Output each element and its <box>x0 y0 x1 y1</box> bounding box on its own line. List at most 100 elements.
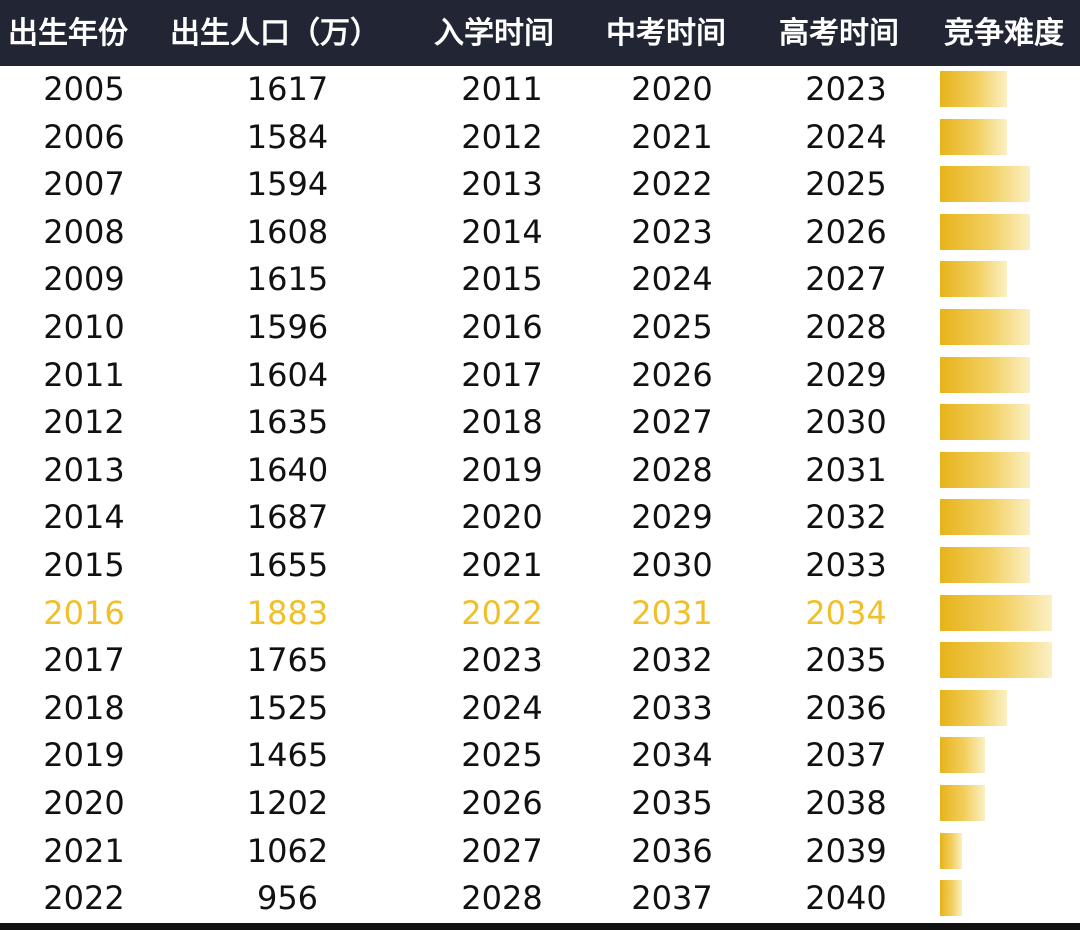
difficulty-bar <box>940 689 1007 726</box>
cell-school-year: 2013 <box>461 165 543 204</box>
header-birth-year: 出生年份 <box>8 16 128 51</box>
cell-gaokao-year: 2039 <box>805 831 887 870</box>
header-gaokao-year: 高考时间 <box>779 16 899 51</box>
cell-population: 1604 <box>246 355 329 394</box>
difficulty-bar <box>940 309 1030 345</box>
cell-school-year: 2019 <box>461 450 543 489</box>
cell-zhongkao-year: 2037 <box>631 879 713 918</box>
cell-birth-year: 2006 <box>43 117 125 156</box>
table-header: 出生年份 出生人口（万） 入学时间 中考时间 高考时间 竞争难度 <box>0 0 1080 66</box>
table-row: 2019 1465 2025 2034 2037 <box>0 731 1080 779</box>
cell-gaokao-year: 2024 <box>805 117 887 156</box>
table-row: 2009 1615 2015 2024 2027 <box>0 255 1080 303</box>
cell-population: 1655 <box>246 546 329 584</box>
cell-birth-year: 2017 <box>43 641 125 680</box>
difficulty-bar <box>940 166 1030 203</box>
cell-birth-year: 2015 <box>43 546 125 584</box>
difficulty-bar <box>940 642 1052 679</box>
cell-population: 1608 <box>246 212 329 251</box>
cell-gaokao-year: 2038 <box>805 784 887 822</box>
cell-zhongkao-year: 2033 <box>631 688 713 727</box>
cell-gaokao-year: 2028 <box>805 308 887 346</box>
cell-birth-year: 2021 <box>43 831 125 870</box>
cell-population: 1062 <box>246 831 329 870</box>
cell-school-year: 2026 <box>461 784 543 822</box>
difficulty-bar <box>940 499 1030 536</box>
difficulty-bar <box>940 547 1030 583</box>
table-row: 2007 1594 2013 2022 2025 <box>0 160 1080 208</box>
cell-gaokao-year: 2036 <box>805 688 887 727</box>
difficulty-bar <box>940 118 1007 155</box>
cell-zhongkao-year: 2020 <box>631 70 713 108</box>
cell-population: 1635 <box>246 403 329 442</box>
cell-birth-year: 2018 <box>43 688 125 727</box>
cell-birth-year: 2011 <box>43 355 125 394</box>
cell-gaokao-year: 2032 <box>805 498 887 537</box>
cell-school-year: 2020 <box>461 498 543 537</box>
table-row: 2013 1640 2019 2028 2031 <box>0 446 1080 494</box>
bottom-divider <box>0 923 1080 930</box>
cell-birth-year: 2005 <box>43 70 125 108</box>
cell-gaokao-year: 2029 <box>805 355 887 394</box>
header-zhongkao-year: 中考时间 <box>606 16 726 51</box>
table-row: 2014 1687 2020 2029 2032 <box>0 493 1080 541</box>
cell-gaokao-year: 2023 <box>805 70 887 108</box>
cell-school-year: 2023 <box>461 641 543 680</box>
cell-population: 956 <box>256 879 319 918</box>
cell-population: 1617 <box>246 70 329 108</box>
cell-school-year: 2025 <box>461 736 543 775</box>
cell-school-year: 2012 <box>461 117 543 156</box>
cell-population: 1594 <box>246 165 329 204</box>
cell-gaokao-year: 2026 <box>805 212 887 251</box>
cell-school-year: 2011 <box>461 70 543 108</box>
cell-population: 1202 <box>246 784 329 822</box>
cell-school-year: 2027 <box>461 831 543 870</box>
table-row: 2017 1765 2023 2032 2035 <box>0 636 1080 684</box>
cell-birth-year: 2010 <box>43 308 125 346</box>
cell-gaokao-year: 2030 <box>805 403 887 442</box>
difficulty-bar <box>940 737 985 774</box>
cell-gaokao-year: 2035 <box>805 641 887 680</box>
cell-zhongkao-year: 2035 <box>631 784 713 822</box>
table-row: 2006 1584 2012 2021 2024 <box>0 113 1080 161</box>
cell-zhongkao-year: 2028 <box>631 450 713 489</box>
cell-birth-year: 2009 <box>43 260 125 299</box>
header-school-year: 入学时间 <box>434 16 554 51</box>
cell-school-year: 2022 <box>461 593 543 632</box>
table-row: 2020 1202 2026 2035 2038 <box>0 779 1080 827</box>
cell-zhongkao-year: 2030 <box>631 546 713 584</box>
difficulty-bar <box>940 261 1007 298</box>
cell-zhongkao-year: 2029 <box>631 498 713 537</box>
table-row: 2021 1062 2027 2036 2039 <box>0 827 1080 875</box>
cell-population: 1765 <box>246 641 329 680</box>
table-row: 2016 1883 2022 2031 2034 <box>0 589 1080 637</box>
cell-gaokao-year: 2025 <box>805 165 887 204</box>
difficulty-bar <box>940 356 1030 393</box>
cell-zhongkao-year: 2027 <box>631 403 713 442</box>
cell-school-year: 2028 <box>461 879 543 918</box>
cell-birth-year: 2014 <box>43 498 125 537</box>
table-row: 2018 1525 2024 2033 2036 <box>0 684 1080 732</box>
table-row: 2010 1596 2016 2025 2028 <box>0 303 1080 351</box>
difficulty-bar <box>940 880 962 917</box>
cell-birth-year: 2020 <box>43 784 125 822</box>
cell-zhongkao-year: 2026 <box>631 355 713 394</box>
cell-population: 1615 <box>246 260 329 299</box>
cell-school-year: 2024 <box>461 688 543 727</box>
table-row: 2005 1617 2011 2020 2023 <box>0 65 1080 113</box>
difficulty-bar <box>940 213 1030 250</box>
cell-birth-year: 2012 <box>43 403 125 442</box>
difficulty-bar <box>940 71 1007 107</box>
table-row: 2012 1635 2018 2027 2030 <box>0 398 1080 446</box>
cell-gaokao-year: 2033 <box>805 546 887 584</box>
difficulty-bar <box>940 832 962 869</box>
cell-school-year: 2018 <box>461 403 543 442</box>
cell-gaokao-year: 2034 <box>805 593 887 632</box>
difficulty-bar <box>940 785 985 821</box>
table-row: 2015 1655 2021 2030 2033 <box>0 541 1080 589</box>
cell-zhongkao-year: 2025 <box>631 308 713 346</box>
cell-population: 1525 <box>246 688 329 727</box>
cell-population: 1687 <box>246 498 329 537</box>
cell-birth-year: 2019 <box>43 736 125 775</box>
cell-gaokao-year: 2031 <box>805 450 887 489</box>
